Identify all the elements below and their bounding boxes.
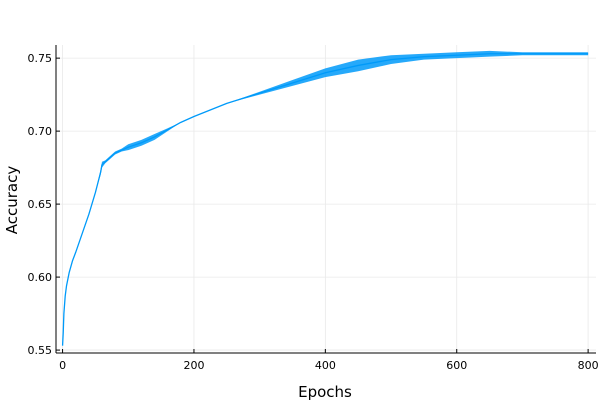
grid <box>56 45 596 353</box>
y-axis-label: Accuracy <box>3 166 21 235</box>
axes <box>55 45 596 354</box>
x-tick-label: 200 <box>183 359 204 372</box>
tick-labels: 0 200 400 600 800 0.55 0.60 0.65 0.70 0.75 <box>28 52 599 372</box>
series-layer <box>61 50 589 346</box>
x-tick-label: 800 <box>578 359 599 372</box>
y-tick-label: 0.70 <box>28 125 53 138</box>
y-tick-label: 0.65 <box>28 198 53 211</box>
y-tick-label: 0.60 <box>28 271 53 284</box>
x-tick-label: 0 <box>59 359 66 372</box>
y-tick-label: 0.75 <box>28 52 53 65</box>
x-tick-label: 600 <box>446 359 467 372</box>
y-tick-label: 0.55 <box>28 344 53 357</box>
accuracy-line <box>61 53 589 346</box>
x-axis-label: Epochs <box>298 383 352 400</box>
x-tick-label: 400 <box>315 359 336 372</box>
